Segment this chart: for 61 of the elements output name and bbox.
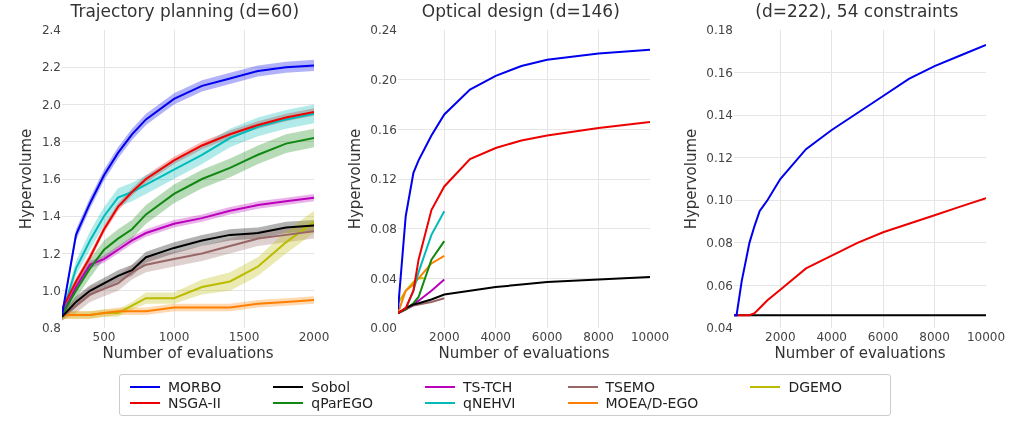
legend-label: DGEMO <box>788 379 842 395</box>
y-tick-label: 0.16 <box>370 122 397 137</box>
x-tick-label: 500 <box>92 330 116 344</box>
y-tick-label: 2.0 <box>41 97 61 112</box>
y-tick-label: 0.06 <box>706 278 733 293</box>
y-tick-label: 0.12 <box>370 172 397 187</box>
y-tick-label: 0.16 <box>706 65 733 80</box>
x-tick-label: 4000 <box>816 330 847 344</box>
y-tick-label: 0.8 <box>41 321 61 336</box>
y-tick-label: 0.14 <box>706 108 733 123</box>
y-axis-title: Hypervolume <box>345 128 364 230</box>
legend-label: TS-TCH <box>463 379 513 395</box>
x-tick-label: 1000 <box>158 330 190 344</box>
x-axis-title: Number of evaluations <box>438 344 610 362</box>
legend-label: MORBO <box>168 379 222 395</box>
line-series <box>398 254 446 315</box>
legend-label: TSEMO <box>605 379 655 395</box>
x-tick-label: 1500 <box>228 330 260 344</box>
y-tick-label: 1.8 <box>41 134 61 149</box>
legend-label: qParEGO <box>311 395 373 411</box>
chart-title: Optical design (d=146) <box>421 1 620 22</box>
y-axis-title: Hypervolume <box>17 128 36 230</box>
x-tick-label: 8000 <box>583 330 614 344</box>
x-axis-title: Number of evaluations <box>102 344 274 362</box>
x-tick-label: 4000 <box>480 330 511 344</box>
x-tick-label: 10000 <box>966 330 1006 344</box>
x-tick-label: 10000 <box>630 330 670 344</box>
y-tick-label: 1.6 <box>41 172 61 187</box>
y-tick-label: 0.08 <box>706 236 733 251</box>
y-axis-title: Hypervolume <box>681 128 700 230</box>
x-tick-label: 6000 <box>867 330 899 344</box>
legend-label: NSGA-II <box>168 395 221 411</box>
y-tick-label: 0.08 <box>370 221 397 236</box>
y-tick-label: 0.12 <box>706 150 733 165</box>
x-tick-label: 2000 <box>765 330 796 344</box>
line-series <box>398 48 650 311</box>
line-series <box>398 240 446 315</box>
legend-label: MOEA/D-EGO <box>605 395 699 411</box>
y-tick-label: 1.0 <box>41 283 61 298</box>
x-axis-title: Number of evaluations <box>774 344 946 362</box>
chart-title: Trajectory planning (d=60) <box>69 1 300 22</box>
x-tick-label: 8000 <box>919 330 950 344</box>
y-tick-label: 0.00 <box>370 321 397 336</box>
y-tick-label: 0.18 <box>706 23 733 38</box>
y-tick-label: 2.4 <box>41 23 61 38</box>
y-tick-label: 1.4 <box>41 209 61 224</box>
y-tick-label: 0.24 <box>370 23 397 38</box>
x-tick-label: 2000 <box>298 330 330 344</box>
legend-label: Sobol <box>311 379 351 395</box>
y-tick-label: 0.04 <box>706 321 733 336</box>
y-tick-label: 1.2 <box>41 246 61 261</box>
line-series <box>398 120 650 315</box>
x-tick-label: 6000 <box>531 330 563 344</box>
line-series <box>734 43 986 317</box>
x-tick-label: 2000 <box>429 330 460 344</box>
y-tick-label: 0.10 <box>706 193 733 208</box>
y-tick-label: 2.2 <box>41 60 61 75</box>
chart-title: (d=222), 54 constraints <box>755 1 959 22</box>
legend-label: qNEHVI <box>463 395 516 411</box>
y-tick-label: 0.20 <box>370 72 397 87</box>
y-tick-label: 0.04 <box>370 271 397 286</box>
